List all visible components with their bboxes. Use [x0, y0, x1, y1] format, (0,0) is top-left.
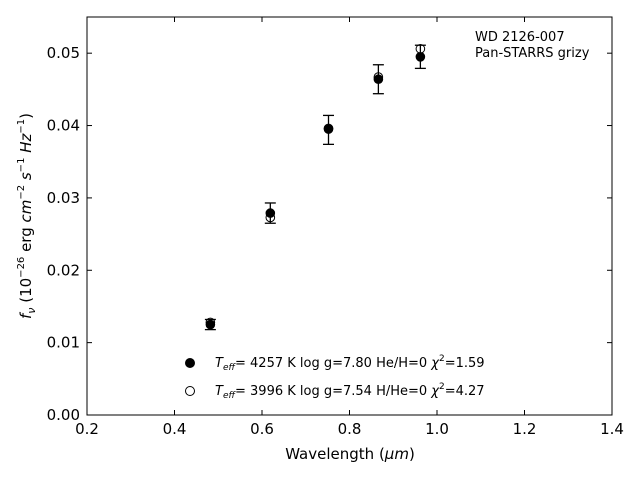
y-tick-label: 0.01 — [47, 334, 80, 352]
x-tick-label: 0.8 — [338, 420, 362, 438]
y-axis-ticks: 0.00 0.01 0.02 0.03 0.04 0.05 — [47, 44, 612, 424]
y-tick-label: 0.03 — [47, 189, 80, 207]
x-tick-label: 0.2 — [75, 420, 99, 438]
x-axis-ticks: 0.2 0.4 0.6 0.8 1.0 1.2 1.4 — [75, 17, 624, 438]
y-tick-label: 0.05 — [47, 44, 80, 62]
legend: Teff= 4257 K log g=7.80 He/H=0 χ2=1.59 T… — [185, 354, 485, 401]
model-point-filled — [415, 52, 426, 62]
x-tick-label: 1.2 — [513, 420, 537, 438]
legend-marker-filled — [185, 358, 195, 368]
x-tick-label: 1.4 — [600, 420, 624, 438]
model-point-filled — [323, 124, 334, 134]
model-point-open — [415, 44, 426, 54]
x-axis-label: Wavelength (μm) — [285, 445, 415, 463]
model-point-filled — [373, 74, 384, 85]
annotation-survey-name: Pan-STARRS grizy — [475, 46, 590, 61]
y-tick-label: 0.02 — [47, 261, 80, 279]
x-tick-label: 0.4 — [163, 420, 187, 438]
annotation-object-name: WD 2126-007 — [475, 30, 565, 45]
legend-entry-1: Teff= 4257 K log g=7.80 He/H=0 χ2=1.59 — [215, 354, 485, 373]
x-tick-label: 1.0 — [425, 420, 449, 438]
model-point-filled — [205, 319, 216, 330]
y-axis-label: fν (10−26 erg cm−2 s−1 Hz−1) — [16, 113, 38, 319]
y-tick-label: 0.04 — [47, 117, 80, 135]
legend-marker-open — [185, 386, 195, 396]
x-tick-label: 0.6 — [250, 420, 274, 438]
legend-entry-2: Teff= 3996 K log g=7.54 H/He=0 χ2=4.27 — [215, 382, 485, 401]
y-tick-label: 0.00 — [47, 406, 80, 424]
model-point-filled — [265, 208, 276, 218]
data-markers — [205, 44, 426, 330]
